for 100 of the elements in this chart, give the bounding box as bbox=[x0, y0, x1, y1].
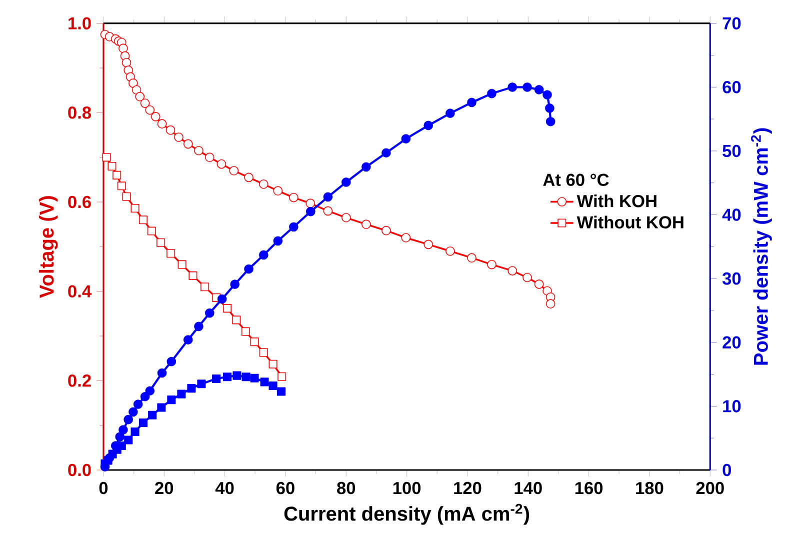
point bbox=[187, 384, 196, 393]
point bbox=[241, 327, 250, 336]
point bbox=[260, 378, 269, 386]
point bbox=[534, 280, 544, 289]
point bbox=[259, 348, 268, 357]
point bbox=[118, 44, 128, 54]
legend-label: With KOH bbox=[576, 194, 656, 208]
point bbox=[242, 372, 250, 382]
point bbox=[108, 162, 116, 171]
point bbox=[546, 299, 556, 309]
point bbox=[258, 179, 268, 189]
legend-title: At 60 °C bbox=[543, 174, 609, 186]
point bbox=[183, 335, 193, 344]
x-tick-label: 140 bbox=[514, 482, 542, 494]
point bbox=[217, 294, 227, 304]
point bbox=[382, 226, 391, 236]
point bbox=[150, 112, 160, 122]
point bbox=[117, 182, 126, 190]
point bbox=[138, 216, 148, 224]
point bbox=[204, 308, 214, 318]
point bbox=[288, 192, 298, 202]
point bbox=[157, 403, 166, 412]
point bbox=[232, 316, 241, 324]
point bbox=[112, 170, 122, 180]
point bbox=[157, 119, 167, 129]
point bbox=[401, 134, 411, 144]
x-tick-label: 0 bbox=[99, 482, 108, 494]
x-tick-label: 40 bbox=[215, 482, 234, 494]
point bbox=[204, 152, 214, 162]
point bbox=[166, 356, 176, 366]
point bbox=[278, 372, 286, 381]
point bbox=[122, 58, 132, 68]
point bbox=[177, 390, 186, 398]
point bbox=[361, 220, 371, 230]
point bbox=[135, 92, 145, 102]
point bbox=[534, 85, 544, 94]
point bbox=[232, 371, 242, 380]
point bbox=[361, 162, 371, 172]
point bbox=[258, 250, 268, 260]
point bbox=[174, 132, 184, 142]
point bbox=[166, 249, 176, 258]
point bbox=[200, 282, 210, 292]
point bbox=[382, 148, 391, 158]
point bbox=[323, 192, 333, 202]
point bbox=[542, 90, 552, 100]
point bbox=[446, 246, 455, 256]
point bbox=[130, 427, 140, 436]
y-tick-label: 0.4 bbox=[68, 285, 92, 298]
point bbox=[194, 322, 204, 332]
point bbox=[212, 374, 221, 384]
point bbox=[546, 116, 556, 126]
x-tick-label: 60 bbox=[276, 482, 294, 494]
point bbox=[268, 382, 278, 390]
point bbox=[194, 146, 204, 156]
point bbox=[508, 266, 518, 276]
x-tick-label: 160 bbox=[575, 482, 603, 494]
point bbox=[487, 88, 496, 98]
point bbox=[288, 222, 298, 232]
point bbox=[250, 338, 259, 346]
point bbox=[446, 108, 455, 118]
y-tick-label: 0.8 bbox=[68, 106, 92, 119]
x-tick-label: 200 bbox=[696, 482, 724, 494]
point bbox=[467, 98, 476, 108]
y-tick-label: 1.0 bbox=[68, 17, 91, 30]
y-tick-label: 0.2 bbox=[68, 374, 91, 387]
point bbox=[197, 380, 206, 388]
legend-label: Without KOH bbox=[576, 216, 684, 228]
point bbox=[222, 372, 232, 382]
point bbox=[216, 159, 226, 169]
point bbox=[244, 172, 254, 182]
point bbox=[268, 360, 278, 368]
point bbox=[341, 178, 351, 187]
point bbox=[167, 396, 176, 404]
point bbox=[545, 104, 554, 113]
point bbox=[147, 226, 156, 236]
y2-tick-label: 0 bbox=[722, 464, 731, 476]
point bbox=[522, 82, 532, 92]
point bbox=[138, 418, 148, 428]
y2-tick-label: 70 bbox=[722, 17, 741, 30]
point bbox=[124, 414, 134, 424]
y-tick-label: 0.0 bbox=[68, 464, 91, 476]
point bbox=[183, 139, 193, 149]
point bbox=[244, 264, 254, 274]
point bbox=[424, 240, 434, 250]
point bbox=[487, 260, 496, 270]
point bbox=[128, 78, 138, 88]
point bbox=[118, 425, 128, 434]
point bbox=[222, 304, 232, 313]
point bbox=[250, 374, 259, 382]
point bbox=[276, 387, 286, 396]
x-axis-title: Current density (mA cm$^{-2}$) bbox=[284, 504, 530, 525]
point bbox=[323, 206, 333, 216]
point bbox=[401, 233, 411, 242]
point bbox=[178, 260, 186, 269]
point bbox=[156, 238, 166, 247]
x-tick-label: 80 bbox=[337, 482, 356, 494]
point bbox=[102, 153, 111, 162]
point bbox=[522, 272, 532, 282]
point bbox=[273, 236, 283, 246]
point bbox=[467, 253, 476, 263]
